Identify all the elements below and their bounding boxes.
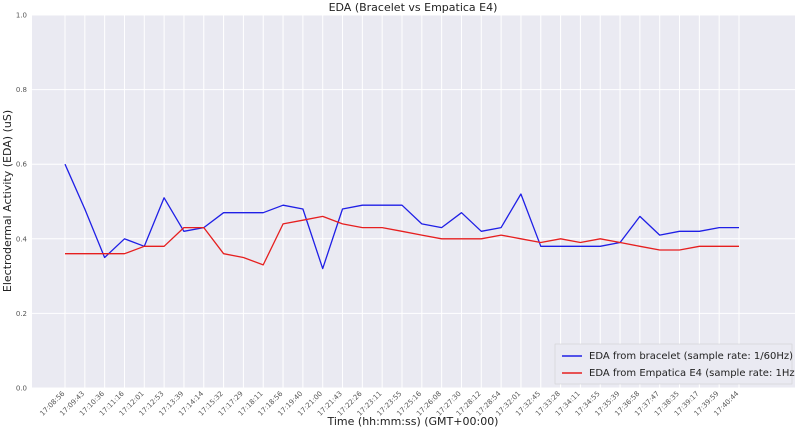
y-tick-label: 0.0 bbox=[16, 385, 27, 393]
y-tick-labels: 0.0 0.2 0.4 0.6 0.8 1.0 bbox=[16, 12, 28, 393]
grid-lines bbox=[32, 14, 795, 389]
y-axis-title: Electrodermal Activity (EDA) (uS) bbox=[1, 110, 14, 292]
legend-label-bracelet: EDA from bracelet (sample rate: 1/60Hz) bbox=[589, 351, 793, 362]
series-lines bbox=[64, 163, 739, 270]
y-tick-label: 0.6 bbox=[16, 161, 28, 169]
y-tick-label: 0.2 bbox=[16, 310, 27, 318]
series-line-0 bbox=[64, 163, 739, 270]
legend: EDA from bracelet (sample rate: 1/60Hz) … bbox=[554, 343, 795, 385]
y-tick-label: 0.4 bbox=[16, 235, 28, 243]
y-tick-label: 1.0 bbox=[16, 12, 27, 20]
y-tick-label: 0.8 bbox=[16, 86, 27, 94]
series-line-1 bbox=[65, 215, 739, 266]
x-tick-labels: 17:08:5617:09:4317:10:3617:11:1617:12:01… bbox=[39, 389, 741, 417]
legend-box bbox=[554, 343, 793, 385]
plot-background bbox=[32, 15, 795, 388]
x-axis-title: Time (hh:mm:ss) (GMT+00:00) bbox=[327, 415, 499, 428]
legend-label-empatica: EDA from Empatica E4 (sample rate: 1Hz) bbox=[589, 368, 795, 379]
chart-title: EDA (Bracelet vs Empatica E4) bbox=[329, 1, 498, 14]
